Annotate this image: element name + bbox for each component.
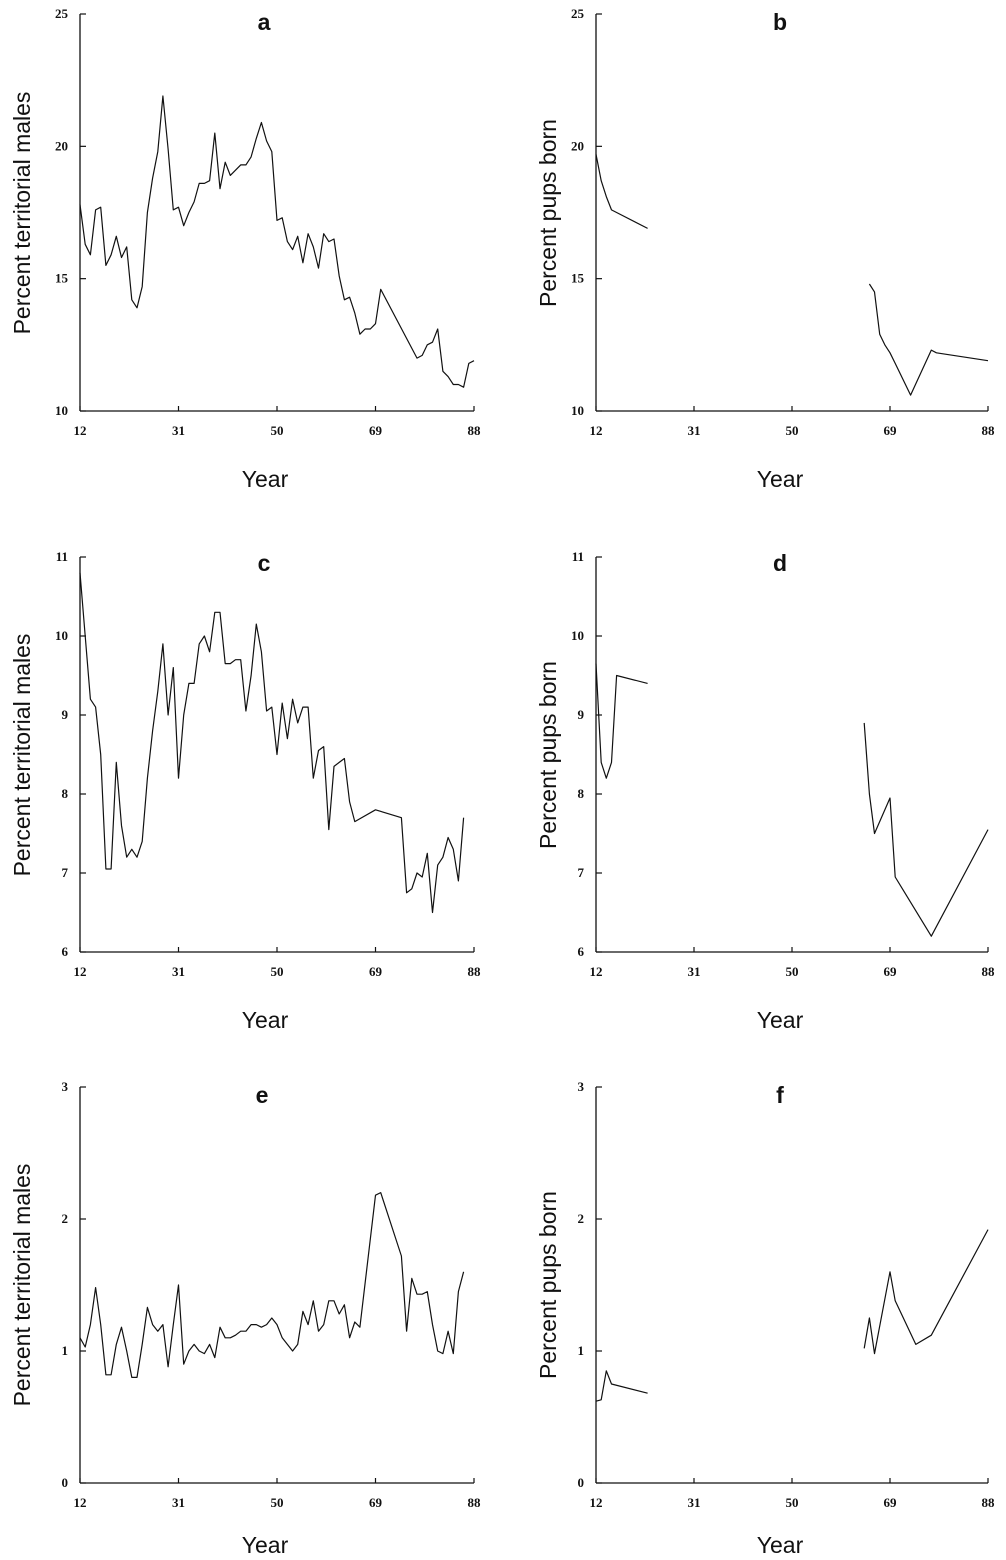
x-axis-title: Year	[757, 1007, 804, 1033]
y-axis-title: Percent pups born	[535, 119, 561, 307]
y-axis-title: Percent territorial males	[9, 92, 35, 335]
series-line	[595, 1370, 648, 1402]
x-axis-title: Year	[242, 1007, 289, 1033]
series-line	[595, 154, 648, 229]
y-tick-label: 11	[56, 549, 68, 564]
y-tick-label: 1	[62, 1343, 69, 1358]
y-tick-label: 25	[55, 6, 69, 21]
x-tick-label: 88	[982, 1495, 996, 1510]
x-tick-label: 50	[786, 964, 799, 979]
x-tick-label: 50	[786, 1495, 799, 1510]
y-tick-label: 3	[62, 1079, 69, 1094]
x-tick-label: 31	[688, 964, 701, 979]
panel-label: d	[773, 550, 787, 576]
series-line	[863, 1229, 989, 1355]
y-tick-label: 25	[571, 6, 585, 21]
x-tick-label: 31	[172, 964, 185, 979]
panel-label: a	[258, 9, 271, 35]
y-tick-label: 7	[62, 865, 69, 880]
y-tick-label: 6	[578, 944, 585, 959]
y-tick-label: 9	[578, 707, 585, 722]
x-tick-label: 31	[172, 1495, 185, 1510]
y-axis-title: Percent pups born	[535, 1191, 561, 1379]
y-tick-label: 6	[62, 944, 69, 959]
y-tick-label: 9	[62, 707, 69, 722]
x-tick-label: 88	[982, 423, 996, 438]
x-tick-label: 31	[688, 1495, 701, 1510]
y-tick-label: 8	[62, 786, 69, 801]
y-tick-label: 20	[571, 138, 584, 153]
x-tick-label: 50	[271, 964, 284, 979]
series-line	[863, 722, 989, 937]
y-tick-label: 10	[55, 628, 68, 643]
x-tick-label: 50	[786, 423, 799, 438]
y-tick-label: 1	[578, 1343, 585, 1358]
x-tick-label: 69	[369, 423, 383, 438]
y-tick-label: 15	[571, 271, 585, 286]
panel-label: b	[773, 9, 787, 35]
y-tick-label: 7	[578, 865, 585, 880]
series-line	[79, 1191, 465, 1379]
y-tick-label: 2	[578, 1211, 585, 1226]
y-tick-label: 10	[571, 628, 584, 643]
series-line	[79, 95, 475, 388]
y-tick-label: 11	[572, 549, 584, 564]
y-tick-label: 10	[55, 403, 68, 418]
panel-c: 6 7 8 9 10 11 12 31 50 69 88 c Year Percent territori…	[9, 549, 481, 1033]
panel-b: 10 15 20 25 12 31 50 69 88 b Year Percent pups born	[535, 6, 995, 492]
y-tick-label: 0	[62, 1475, 69, 1490]
x-axis-title: Year	[757, 1532, 804, 1558]
x-tick-label: 31	[688, 423, 701, 438]
x-axis-title: Year	[242, 1532, 289, 1558]
panel-label: f	[776, 1082, 784, 1108]
x-tick-label: 12	[590, 1495, 603, 1510]
y-axis-title: Percent pups born	[535, 661, 561, 849]
x-tick-label: 12	[74, 423, 87, 438]
y-axis-title: Percent territorial males	[9, 1164, 35, 1407]
panel-a: 10 15 20 25 12 31 50 69 88 a Year Percent territori…	[9, 6, 481, 492]
y-tick-label: 20	[55, 138, 68, 153]
x-tick-label: 88	[468, 1495, 482, 1510]
x-tick-label: 69	[884, 1495, 898, 1510]
panel-label: e	[256, 1082, 269, 1108]
x-tick-label: 50	[271, 1495, 284, 1510]
y-tick-label: 3	[578, 1079, 585, 1094]
x-tick-label: 88	[982, 964, 996, 979]
y-tick-label: 8	[578, 786, 585, 801]
panel-label: c	[258, 550, 271, 576]
x-tick-label: 31	[172, 423, 185, 438]
x-tick-label: 88	[468, 964, 482, 979]
y-tick-label: 0	[578, 1475, 585, 1490]
x-tick-label: 88	[468, 423, 482, 438]
x-axis-title: Year	[757, 466, 804, 492]
panel-d: 6 7 8 9 10 11 12 31 50 69 88 d Year Percent pups born	[535, 549, 995, 1033]
series-line	[595, 663, 648, 779]
x-tick-label: 12	[590, 423, 603, 438]
y-tick-label: 2	[62, 1211, 69, 1226]
x-tick-label: 69	[369, 1495, 383, 1510]
y-tick-label: 10	[571, 403, 584, 418]
x-tick-label: 50	[271, 423, 284, 438]
y-axis-title: Percent territorial males	[9, 634, 35, 877]
x-tick-label: 69	[369, 964, 383, 979]
x-tick-label: 69	[884, 964, 898, 979]
x-axis-title: Year	[242, 466, 289, 492]
x-tick-label: 69	[884, 423, 898, 438]
x-tick-label: 12	[74, 964, 87, 979]
series-line	[868, 283, 989, 396]
series-line	[79, 572, 465, 914]
y-tick-label: 15	[55, 271, 69, 286]
x-tick-label: 12	[590, 964, 603, 979]
x-tick-label: 12	[74, 1495, 87, 1510]
